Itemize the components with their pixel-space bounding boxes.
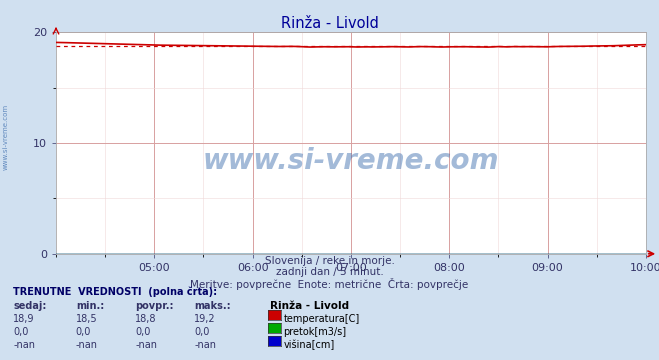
Text: 18,5: 18,5 bbox=[76, 314, 98, 324]
Text: -nan: -nan bbox=[76, 340, 98, 350]
Text: povpr.:: povpr.: bbox=[135, 301, 173, 311]
Text: pretok[m3/s]: pretok[m3/s] bbox=[283, 327, 347, 337]
Text: Slovenija / reke in morje.: Slovenija / reke in morje. bbox=[264, 256, 395, 266]
Text: Meritve: povprečne  Enote: metrične  Črta: povprečje: Meritve: povprečne Enote: metrične Črta:… bbox=[190, 278, 469, 290]
Text: 0,0: 0,0 bbox=[194, 327, 210, 337]
Text: 0,0: 0,0 bbox=[76, 327, 91, 337]
Text: zadnji dan / 5 minut.: zadnji dan / 5 minut. bbox=[275, 267, 384, 277]
Text: www.si-vreme.com: www.si-vreme.com bbox=[2, 104, 9, 170]
Text: min.:: min.: bbox=[76, 301, 104, 311]
Text: -nan: -nan bbox=[13, 340, 35, 350]
Text: -nan: -nan bbox=[194, 340, 216, 350]
Text: 0,0: 0,0 bbox=[13, 327, 28, 337]
Text: -nan: -nan bbox=[135, 340, 157, 350]
Text: Rinža - Livold: Rinža - Livold bbox=[281, 16, 378, 31]
Text: 19,2: 19,2 bbox=[194, 314, 216, 324]
Text: maks.:: maks.: bbox=[194, 301, 231, 311]
Text: Rinža - Livold: Rinža - Livold bbox=[270, 301, 349, 311]
Text: 18,9: 18,9 bbox=[13, 314, 35, 324]
Text: temperatura[C]: temperatura[C] bbox=[283, 314, 360, 324]
Text: sedaj:: sedaj: bbox=[13, 301, 47, 311]
Text: 18,8: 18,8 bbox=[135, 314, 157, 324]
Text: www.si-vreme.com: www.si-vreme.com bbox=[203, 147, 499, 175]
Text: višina[cm]: višina[cm] bbox=[283, 340, 335, 350]
Text: 0,0: 0,0 bbox=[135, 327, 150, 337]
Text: TRENUTNE  VREDNOSTI  (polna črta):: TRENUTNE VREDNOSTI (polna črta): bbox=[13, 286, 217, 297]
